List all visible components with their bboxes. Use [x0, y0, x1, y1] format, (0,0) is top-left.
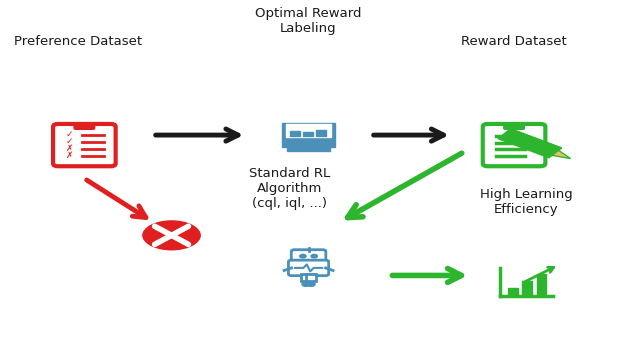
FancyBboxPatch shape: [307, 274, 316, 281]
Text: Reward Dataset: Reward Dataset: [461, 35, 567, 48]
FancyBboxPatch shape: [53, 124, 116, 166]
FancyBboxPatch shape: [522, 281, 532, 296]
FancyBboxPatch shape: [316, 130, 326, 136]
FancyBboxPatch shape: [74, 124, 95, 129]
Text: Standard RL
Algorithm
(cql, iql, ...): Standard RL Algorithm (cql, iql, ...): [249, 167, 330, 210]
FancyBboxPatch shape: [282, 123, 335, 147]
FancyBboxPatch shape: [289, 260, 329, 276]
FancyBboxPatch shape: [508, 288, 518, 296]
Text: ✓: ✓: [66, 137, 74, 146]
FancyBboxPatch shape: [301, 274, 311, 281]
Polygon shape: [498, 129, 562, 158]
Text: ✗: ✗: [66, 151, 74, 160]
FancyBboxPatch shape: [291, 250, 326, 263]
Circle shape: [302, 282, 310, 286]
Circle shape: [311, 254, 317, 258]
FancyBboxPatch shape: [536, 274, 546, 296]
Text: ✗: ✗: [66, 144, 74, 153]
FancyBboxPatch shape: [287, 147, 330, 151]
Text: ✓: ✓: [66, 130, 74, 139]
Text: Optimal Reward
Labeling: Optimal Reward Labeling: [255, 7, 362, 35]
FancyBboxPatch shape: [483, 124, 545, 166]
Text: High Learning
Efficiency: High Learning Efficiency: [480, 188, 573, 216]
Circle shape: [307, 149, 310, 150]
FancyBboxPatch shape: [303, 132, 313, 136]
Circle shape: [300, 254, 306, 258]
FancyBboxPatch shape: [287, 124, 331, 137]
Text: Preference Dataset: Preference Dataset: [14, 35, 142, 48]
Circle shape: [141, 219, 202, 252]
FancyBboxPatch shape: [504, 124, 524, 129]
FancyBboxPatch shape: [289, 130, 300, 136]
Polygon shape: [552, 150, 571, 159]
Circle shape: [307, 282, 315, 286]
